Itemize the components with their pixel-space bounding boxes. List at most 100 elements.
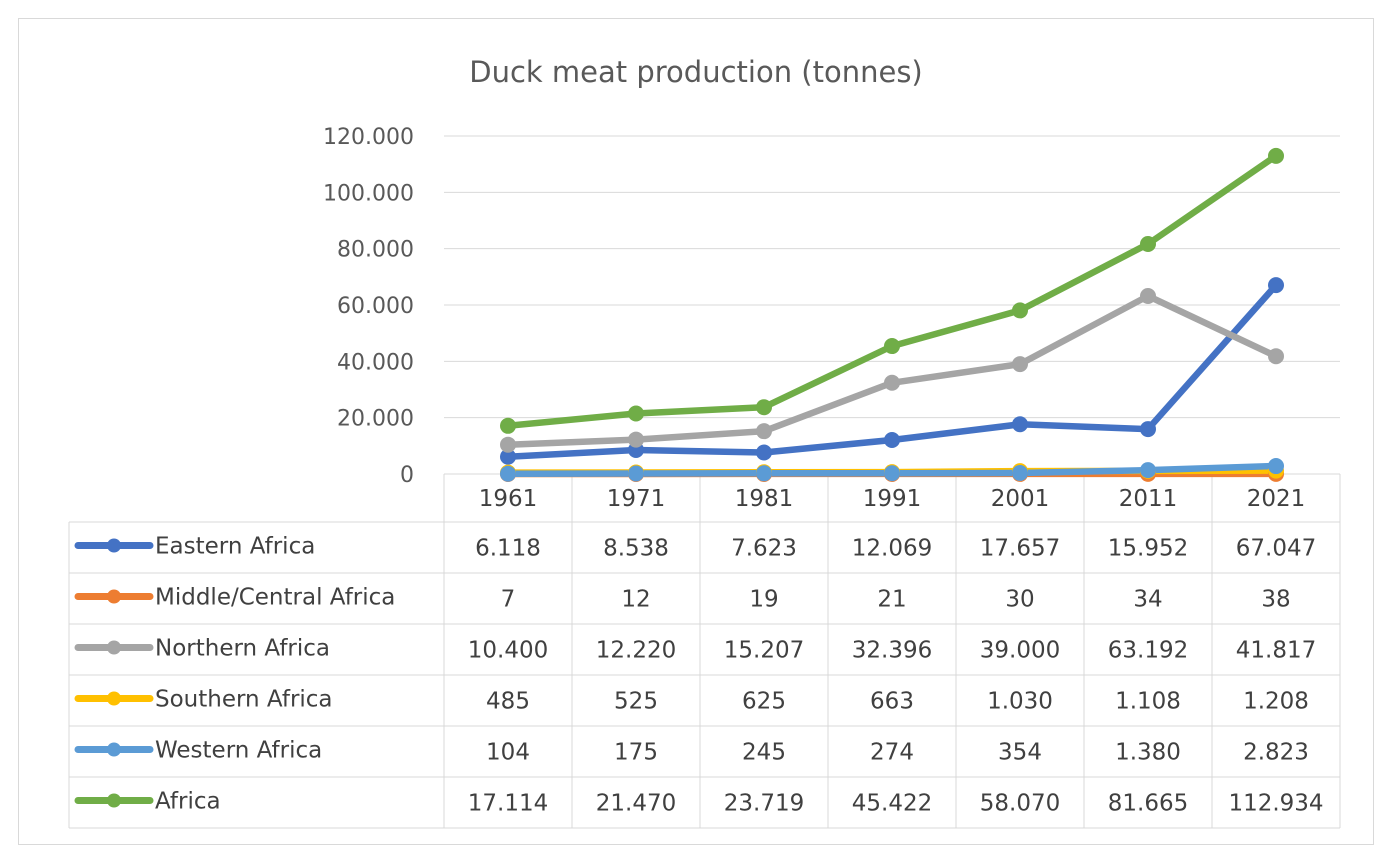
data-cell: 485 xyxy=(486,689,530,715)
series-name: Southern Africa xyxy=(155,687,333,713)
data-point xyxy=(628,405,644,422)
data-point xyxy=(1012,416,1028,433)
x-category-label: 1991 xyxy=(863,486,922,512)
data-table: 1961 1971 1981 1991 2001 2011 2021 Eastern Afri… xyxy=(68,473,1341,829)
data-cell: 1.030 xyxy=(987,689,1053,715)
data-cell: 12.069 xyxy=(852,536,932,562)
data-cell: 112.934 xyxy=(1228,791,1323,817)
data-point xyxy=(500,448,516,465)
legend-key-marker xyxy=(107,589,121,604)
y-tick-label: 0 xyxy=(400,463,414,488)
data-cell: 10.400 xyxy=(468,638,548,664)
data-point xyxy=(756,465,772,482)
data-point xyxy=(1140,288,1156,305)
data-cell: 274 xyxy=(870,740,914,766)
data-cell: 8.538 xyxy=(603,536,669,562)
series-line xyxy=(504,281,1280,461)
data-cell: 81.665 xyxy=(1108,791,1188,817)
series-name: Eastern Africa xyxy=(155,534,315,560)
data-point xyxy=(884,374,900,391)
data-cell: 41.817 xyxy=(1236,638,1316,664)
data-cell: 32.396 xyxy=(852,638,932,664)
data-cell: 1.208 xyxy=(1243,689,1309,715)
y-tick-label: 100.000 xyxy=(323,181,414,206)
y-tick-label: 20.000 xyxy=(337,407,414,432)
y-tick-label: 40.000 xyxy=(337,350,414,375)
data-cell: 1.108 xyxy=(1115,689,1181,715)
x-category-label: 1981 xyxy=(735,486,794,512)
data-point xyxy=(1268,277,1284,294)
series-name: Middle/Central Africa xyxy=(155,585,395,611)
data-point xyxy=(884,432,900,449)
data-cell: 30 xyxy=(1005,587,1034,613)
data-cell: 21 xyxy=(877,587,906,613)
legend-key-marker xyxy=(107,793,121,808)
data-cell: 7 xyxy=(501,587,516,613)
data-cell: 12 xyxy=(621,587,650,613)
data-cell: 7.623 xyxy=(731,536,797,562)
data-point xyxy=(756,423,772,440)
legend-key-marker xyxy=(107,691,121,706)
data-cell: 67.047 xyxy=(1236,536,1316,562)
data-cell: 104 xyxy=(486,740,530,766)
data-cell: 6.118 xyxy=(475,536,541,562)
data-cell: 175 xyxy=(614,740,658,766)
data-cell: 15.952 xyxy=(1108,536,1188,562)
data-cell: 39.000 xyxy=(980,638,1060,664)
x-category-label: 1971 xyxy=(607,486,666,512)
data-cell: 38 xyxy=(1261,587,1290,613)
data-cell: 34 xyxy=(1133,587,1162,613)
data-point xyxy=(1140,421,1156,438)
data-cell: 17.114 xyxy=(468,791,548,817)
data-cell: 15.207 xyxy=(724,638,804,664)
data-point xyxy=(884,338,900,355)
data-cell: 58.070 xyxy=(980,791,1060,817)
data-point xyxy=(500,465,516,482)
data-cell: 63.192 xyxy=(1108,638,1188,664)
data-cell: 17.657 xyxy=(980,536,1060,562)
x-category-label: 2011 xyxy=(1119,486,1178,512)
data-point xyxy=(500,436,516,453)
data-cell: 354 xyxy=(998,740,1042,766)
chart-title: Duck meat production (tonnes) xyxy=(469,55,923,89)
data-point xyxy=(500,417,516,434)
data-cell: 19 xyxy=(749,587,778,613)
x-category-label: 2001 xyxy=(991,486,1050,512)
data-cell: 245 xyxy=(742,740,786,766)
data-point xyxy=(1012,302,1028,319)
y-tick-label: 80.000 xyxy=(337,238,414,263)
series-name: Western Africa xyxy=(155,738,322,764)
data-cell: 625 xyxy=(742,689,786,715)
data-point xyxy=(1268,458,1284,475)
data-point xyxy=(628,465,644,482)
data-point xyxy=(1012,356,1028,373)
y-tick-label: 60.000 xyxy=(337,294,414,319)
series-line xyxy=(504,292,1280,448)
data-cell: 21.470 xyxy=(596,791,676,817)
data-cell: 2.823 xyxy=(1243,740,1309,766)
data-cell: 1.380 xyxy=(1115,740,1181,766)
data-point xyxy=(1268,348,1284,365)
series-name: Africa xyxy=(155,789,221,815)
y-tick-label: 120.000 xyxy=(323,125,414,150)
x-category-label: 2021 xyxy=(1247,486,1306,512)
series-lines xyxy=(504,152,1280,478)
data-cell: 663 xyxy=(870,689,914,715)
data-point xyxy=(884,465,900,482)
series-points xyxy=(500,147,1284,482)
legend-key-marker xyxy=(107,640,121,655)
legend-key-marker xyxy=(107,538,121,553)
data-point xyxy=(1140,462,1156,479)
y-axis: 0 20.000 40.000 60.000 80.000 100.000 120.000 xyxy=(323,125,414,488)
data-cell: 525 xyxy=(614,689,658,715)
data-point xyxy=(1140,235,1156,252)
data-point xyxy=(1268,147,1284,164)
series-name: Northern Africa xyxy=(155,636,330,662)
data-cell: 45.422 xyxy=(852,791,932,817)
data-cell: 23.719 xyxy=(724,791,804,817)
x-category-label: 1961 xyxy=(479,486,538,512)
data-point xyxy=(1012,465,1028,482)
data-point xyxy=(628,431,644,448)
legend-key-marker xyxy=(107,742,121,757)
